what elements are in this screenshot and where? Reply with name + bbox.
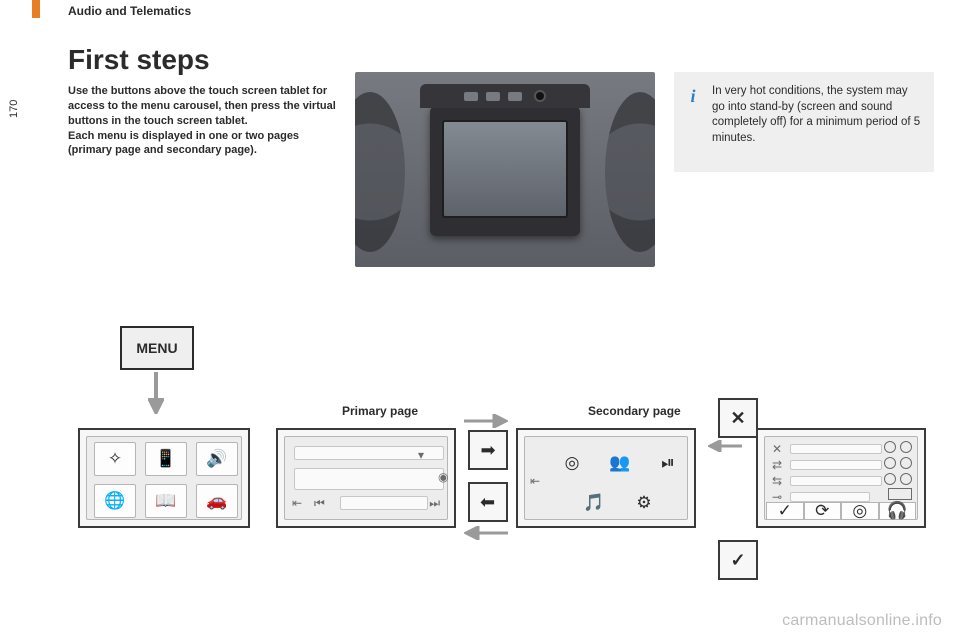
enter-mini2-icon: ⇤ [530,474,540,488]
options-panel: ✕ ⇄ ⇆ ⊸ ✓ ⟳ ◎ 🎧 [756,428,926,528]
menu-button[interactable]: MENU [120,326,194,370]
intro-text: Use the buttons above the touch screen t… [68,84,338,158]
carousel-nav-icon[interactable]: ✧ [94,442,136,476]
music-source-icon[interactable]: 🎵 [576,488,612,518]
contacts-icon[interactable]: 👥 [602,448,638,478]
opt-tab-target[interactable]: ◎ [841,502,879,520]
radio-icon[interactable]: ◎ [554,448,590,478]
menu-button-label: MENU [136,340,177,356]
dropdown-icon: ▾ [418,448,424,462]
arrow-right-icon [464,414,508,428]
carousel-internet-icon[interactable]: 🌐 [94,484,136,518]
page-prev-icon: ➡︎ [480,492,495,513]
info-icon: i [684,84,702,102]
opt-row2-icon: ⇄ [772,458,782,472]
opt-row1-icon: ✕ [772,442,782,456]
page-number: 170 [8,100,20,118]
page-title: First steps [68,44,210,76]
carousel-phone-icon[interactable]: 📱 [145,442,187,476]
carousel-audio-icon[interactable]: 🔊 [196,442,238,476]
opt-tab-refresh[interactable]: ⟳ [804,502,842,520]
page-next-button[interactable]: ➡︎ [468,430,508,470]
watermark: carmanualsonline.info [782,612,942,630]
playpause-icon[interactable]: ⏯ [650,448,686,478]
carousel-manual-icon[interactable]: 📖 [145,484,187,518]
enter-mini-icon: ⇤ [292,496,302,510]
arrow-left-icon [464,526,508,540]
confirm-button[interactable]: ✓ [718,540,758,580]
opt-slot[interactable] [888,488,912,500]
page-prev-button[interactable]: ➡︎ [468,482,508,522]
close-button[interactable]: ✕ [718,398,758,438]
secondary-page-panel: ⇤ ◎ 👥 ⏯ 🎵 ⚙ [516,428,696,528]
prev-track-icon[interactable]: ⏮ [314,496,325,511]
section-label: Audio and Telematics [68,4,191,18]
radio-mini-icon: ◉ [438,470,448,484]
opt-tab-confirm[interactable]: ✓ [766,502,804,520]
carousel-panel: ✧ 📱 🔊 🌐 📖 🚗 [78,428,250,528]
touchscreen-display [442,120,568,218]
dashboard-photo [355,72,655,267]
arrow-left-small-icon [708,440,742,452]
close-icon: ✕ [730,408,745,429]
secondary-page-label: Secondary page [588,404,681,418]
touchscreen-bezel [430,106,580,236]
opt-tab-headphones[interactable]: 🎧 [879,502,917,520]
primary-page-panel: ▾ ◉ ⇤ ⏮ ⏭ [276,428,456,528]
info-text: In very hot conditions, the system may g… [712,85,920,144]
confirm-icon: ✓ [730,550,745,571]
bezel-buttons [420,84,590,108]
carousel-vehicle-icon[interactable]: 🚗 [196,484,238,518]
info-note: i In very hot conditions, the system may… [674,72,934,172]
opt-row3-icon: ⇆ [772,474,782,488]
primary-page-label: Primary page [342,404,418,418]
settings-icon[interactable]: ⚙ [626,488,662,518]
arrow-down-icon [148,372,164,414]
section-accent [32,0,40,18]
page-next-icon: ➡︎ [480,440,495,461]
next-track-icon[interactable]: ⏭ [429,496,440,511]
